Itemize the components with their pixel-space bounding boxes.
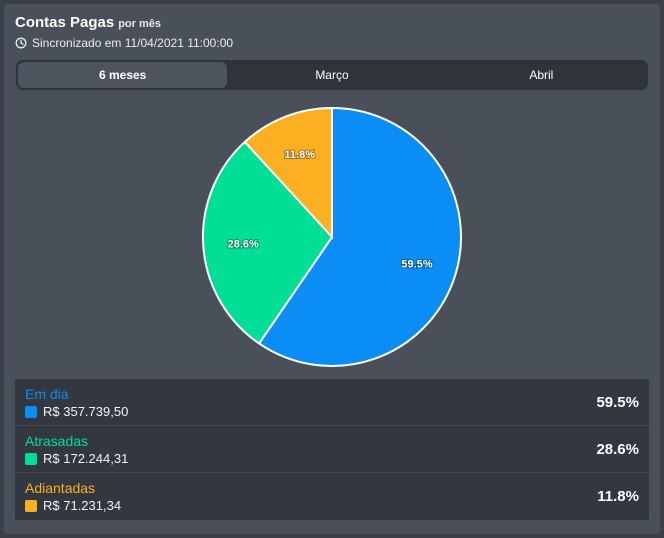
- legend-name: Adiantadas: [25, 480, 96, 496]
- legend-row-adiantadas[interactable]: Adiantadas R$ 71.231,34 11.8%: [15, 473, 649, 520]
- pie-chart-area: 59.5% 28.6% 11.8%: [4, 104, 660, 374]
- legend-row-atrasadas[interactable]: Atrasadas R$ 172.244,31 28.6%: [15, 426, 649, 473]
- sync-text: Sincronizado em 11/04/2021 11:00:00: [32, 36, 234, 50]
- legend-percent: 11.8%: [597, 488, 639, 505]
- paid-bills-card: Contas Pagas por mês Sincronizado em 11/…: [4, 4, 660, 534]
- legend-swatch: [25, 405, 37, 418]
- sync-status: Sincronizado em 11/04/2021 11:00:00: [15, 36, 233, 50]
- legend-amount-wrap: R$ 357.739,50: [25, 404, 128, 419]
- tab-abril[interactable]: Abril: [529, 68, 554, 82]
- pie-slice-adiantadas[interactable]: [243, 106, 333, 240]
- legend-swatch: [25, 452, 37, 465]
- legend-percent: 59.5%: [596, 394, 639, 411]
- card-subtitle: por mês: [118, 18, 161, 30]
- clock-icon: [15, 37, 27, 49]
- legend-amount: R$ 172.244,31: [43, 451, 129, 466]
- pie-label-atrasadas: 28.6%: [228, 238, 259, 250]
- pie-slice-atrasadas[interactable]: [202, 140, 334, 345]
- legend-swatch: [25, 499, 37, 512]
- legend-name: Atrasadas: [25, 433, 89, 449]
- tab-6-meses[interactable]: 6 meses: [18, 62, 228, 88]
- legend-amount-wrap: R$ 172.244,31: [25, 451, 128, 466]
- period-tabs: 6 meses Março Abril: [16, 60, 648, 90]
- legend-amount-wrap: R$ 71.231,34: [25, 498, 121, 513]
- pie-chart: 59.5% 28.6% 11.8%: [202, 106, 462, 367]
- card-title: Contas Pagas: [15, 14, 115, 31]
- pie-label-adiantadas: 11.8%: [284, 149, 315, 161]
- legend-table: Em dia R$ 357.739,50 59.5% Atrasadas R$ …: [15, 379, 649, 520]
- card-header: Contas Pagas por mês Sincronizado em 11/…: [15, 14, 233, 50]
- pie-label-em-dia: 59.5%: [401, 258, 432, 270]
- legend-name: Em dia: [25, 386, 69, 402]
- pie-slice-em-dia[interactable]: [257, 106, 462, 367]
- legend-amount: R$ 357.739,50: [43, 404, 129, 419]
- legend-row-em-dia[interactable]: Em dia R$ 357.739,50 59.5%: [15, 379, 649, 426]
- tab-marco[interactable]: Março: [315, 68, 349, 82]
- legend-amount: R$ 71.231,34: [43, 498, 122, 513]
- title-row: Contas Pagas por mês: [15, 14, 233, 31]
- legend-percent: 28.6%: [596, 441, 639, 458]
